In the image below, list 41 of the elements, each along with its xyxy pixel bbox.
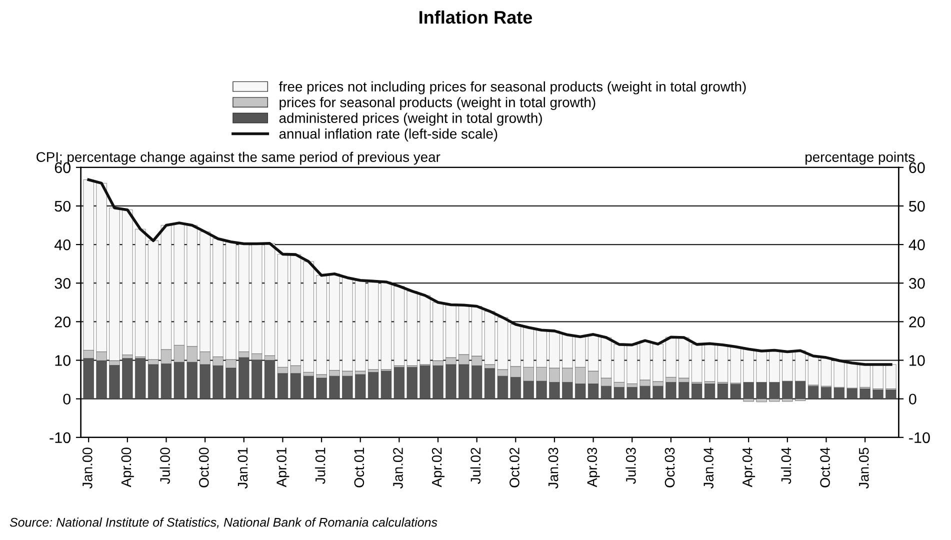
x-tick-label: Jan.02	[393, 448, 403, 489]
x-tick-label: Jul.01	[315, 448, 326, 484]
x-tick-label: Apr.02	[432, 448, 444, 488]
y2-tick-label: -10	[909, 432, 930, 444]
x-tick-label: Jan.00	[82, 448, 92, 489]
x-tick-label: Oct.03	[664, 448, 675, 488]
y-tick-label: 40	[54, 239, 71, 250]
x-tick-label: Jul.04	[780, 448, 792, 484]
x-tick-label: Apr.04	[742, 448, 756, 488]
y2-tick-label: 50	[909, 200, 925, 212]
x-tick-label: Oct.01	[354, 448, 364, 488]
y2-tick-label: 0	[909, 394, 916, 405]
y2-tick-label: 40	[908, 239, 925, 250]
x-tick-label: Jan.03	[548, 448, 558, 489]
y-tick-label: 10	[55, 355, 71, 366]
x-tick-label: Jan.04	[704, 448, 714, 489]
legend-label: administered prices (weight in total growth)	[279, 112, 542, 126]
x-tick-label: Jul.00	[160, 448, 170, 484]
chart-title: Inflation Rate	[420, 10, 532, 24]
x-tick-label: Jul.02	[470, 448, 481, 484]
x-tick-label: Jan.05	[858, 448, 869, 489]
legend-label: free prices not including prices for seasonal products (weight in total growth)	[278, 81, 746, 94]
y2-tick-label: 10	[910, 355, 925, 366]
legend-label: prices for seasonal products (weight in total growth)	[280, 97, 596, 110]
x-tick-label: Oct.02	[510, 448, 520, 488]
x-tick-label: Apr.03	[587, 448, 600, 488]
y2-tick-label: 30	[909, 278, 925, 289]
x-tick-label: Oct.04	[820, 448, 830, 488]
y-tick-label: -10	[50, 432, 71, 444]
y-tick-label: 50	[54, 200, 71, 212]
x-tick-label: Apr.00	[121, 448, 134, 488]
y-tick-label: 0	[63, 394, 71, 405]
y2-tick-label: 20	[909, 316, 925, 328]
x-tick-label: Apr.01	[276, 448, 290, 488]
legend-label: annual inflation rate (left-side scale)	[279, 128, 498, 142]
source-note: Source: National Institute of Statistics, National Bank of Romania calculations	[10, 518, 438, 528]
x-tick-label: Oct.00	[198, 448, 209, 488]
x-tick-label: Jan.01	[238, 448, 248, 489]
x-tick-label: Jul.03	[626, 448, 636, 484]
y-tick-label: 20	[54, 316, 71, 328]
y-tick-label: 30	[54, 278, 71, 289]
